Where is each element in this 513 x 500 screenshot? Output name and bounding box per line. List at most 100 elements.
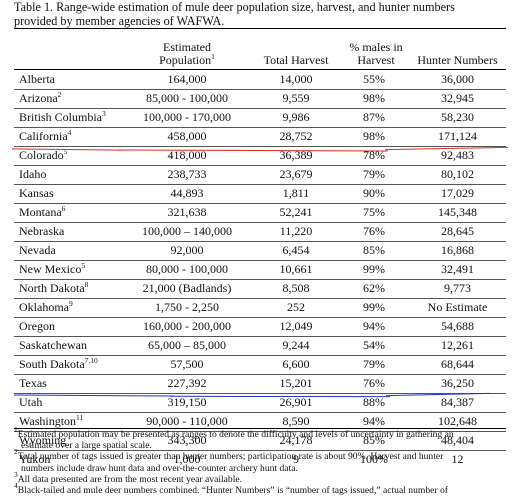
footnote-rule — [14, 428, 506, 429]
footnote-text: Estimated population may be presented as… — [17, 429, 454, 440]
jurisdiction-name: Saskatchewan — [19, 336, 87, 355]
jurisdiction-label: Texas — [19, 376, 47, 390]
percent-males-cell: 90% — [363, 186, 385, 200]
table-row: Idaho 238,733 23,679 79% 80,102 — [14, 165, 506, 184]
row-divider — [14, 336, 506, 337]
jurisdiction-label: Colorado — [19, 148, 64, 162]
table-row: Kansas 44,893 1,811 90% 17,029 — [14, 184, 506, 203]
jurisdiction-name: British Columbia3 — [19, 108, 106, 127]
footnote-continuation: estimate over a large spatial scale. — [21, 440, 152, 452]
header-rule — [14, 69, 506, 70]
harvest-cell: 6,454 — [282, 243, 310, 257]
footnote-text: Black-tailed and mule deer numbers combi… — [17, 485, 448, 497]
table-row: British Columbia3 100,000 - 170,000 9,986 8… — [14, 108, 506, 127]
table-row: Saskatchewan 65,000 – 85,000 9,244 54% 12,26… — [14, 336, 506, 355]
jurisdiction-name: Oregon — [19, 317, 55, 336]
jurisdiction-name: Texas — [19, 374, 47, 393]
table-caption: Table 1. Range-wide estimation of mule d… — [14, 0, 504, 28]
jurisdiction-name: Washington11 — [19, 412, 83, 431]
table-row: Arizona2 85,000 - 100,000 9,559 98% 32,945 — [14, 89, 506, 108]
jurisdiction-name: Nevada — [19, 241, 56, 260]
harvest-cell: 9,986 — [282, 110, 310, 124]
population-cell: 319,150 — [167, 395, 207, 409]
caption-line-1: Table 1. Range-wide estimation of mule d… — [14, 0, 455, 14]
population-cell: 65,000 – 85,000 — [148, 338, 226, 352]
row-divider — [14, 431, 506, 432]
jurisdiction-label: South Dakota — [19, 357, 85, 371]
percent-males-cell: 75% — [363, 205, 385, 219]
jurisdiction-label: Oklahoma — [19, 300, 69, 314]
hunters-cell: 36,250 — [441, 376, 474, 390]
jurisdiction-name: California4 — [19, 127, 71, 146]
harvest-cell: 12,049 — [279, 319, 313, 333]
hunters-cell: No Estimate — [427, 300, 488, 314]
footnote-ref: 3 — [102, 109, 106, 118]
header-males-line-2: Harvest — [357, 53, 395, 67]
table-row: New Mexico5 80,000 - 100,000 10,661 99% 32,4… — [14, 260, 506, 279]
footnote-number: 2 — [14, 447, 18, 457]
footnote-ref: 5 — [63, 147, 68, 156]
population-cell: 1,750 - 2,250 — [155, 300, 219, 314]
jurisdiction-name: Colorado5 — [19, 146, 67, 165]
harvest-cell: 6,600 — [282, 357, 310, 371]
population-cell: 100,000 – 140,000 — [142, 224, 232, 238]
footnote-ref: 2 — [57, 90, 62, 99]
harvest-cell: 9 — [293, 452, 299, 466]
percent-males-cell: 98% — [363, 91, 385, 105]
hunters-cell: 12,261 — [441, 338, 474, 352]
harvest-cell: 28,752 — [279, 129, 313, 143]
table-row: South Dakota7,10 57,500 6,600 79% 68,644 — [14, 355, 506, 374]
jurisdiction-label: California — [19, 129, 68, 143]
header-population-line-2: Population1 — [118, 53, 256, 67]
population-cell: 21,000 (Badlands) — [142, 281, 232, 295]
jurisdiction-name: South Dakota7,10 — [19, 355, 98, 374]
percent-males-cell: 62% — [363, 281, 385, 295]
footnote-number: 4 — [14, 481, 18, 491]
table-row: Nebraska 100,000 – 140,000 11,220 76% 28,645 — [14, 222, 506, 241]
harvest-cell: 10,661 — [279, 262, 313, 276]
jurisdiction-label: Idaho — [19, 167, 47, 181]
population-cell: 44,893 — [170, 186, 204, 200]
row-divider — [14, 298, 506, 299]
hunters-cell: 58,230 — [441, 110, 474, 124]
population-cell: 85,000 - 100,000 — [146, 91, 228, 105]
population-cell: 418,000 — [167, 148, 207, 162]
hunters-cell: 68,644 — [441, 357, 474, 371]
table-row: Utah 319,150 26,901 88% 84,387 — [14, 393, 506, 412]
percent-males-cell: 100% — [360, 452, 388, 466]
jurisdiction-label: Nevada — [19, 243, 56, 257]
harvest-cell: 36,389 — [279, 148, 313, 162]
hunters-cell: 102,648 — [438, 414, 477, 428]
jurisdiction-label: Saskatchewan — [19, 338, 87, 352]
harvest-cell: 11,220 — [279, 224, 313, 238]
row-divider — [14, 393, 506, 394]
percent-males-cell: 76% — [363, 376, 385, 390]
population-cell: 227,392 — [167, 376, 207, 390]
jurisdiction-name: Wyoming — [19, 431, 66, 450]
percent-males-cell: 85% — [363, 243, 385, 257]
jurisdiction-name: Utah — [19, 393, 42, 412]
footnote-ref: 4 — [67, 128, 72, 137]
table-row: Alberta 164,000 14,000 55% 36,000 — [14, 70, 506, 89]
footnote-ref: 8 — [84, 280, 89, 289]
jurisdiction-label: Nebraska — [19, 224, 65, 238]
header-harvest: Total Harvest — [263, 53, 329, 67]
hunters-cell: 80,102 — [441, 167, 474, 181]
footnote-line: 4Black-tailed and mule deer numbers comb… — [14, 482, 509, 497]
row-divider — [14, 146, 506, 147]
table-row: Washington11 90,000 - 110,000 8,590 94% 102,… — [14, 412, 506, 431]
population-cell: 321,638 — [167, 205, 207, 219]
table-row: North Dakota8 21,000 (Badlands) 8,508 62% 9,… — [14, 279, 506, 298]
jurisdiction-label: New Mexico — [19, 262, 82, 276]
header-males: % males in Harvest — [326, 41, 426, 67]
jurisdiction-label: Montana — [19, 205, 62, 219]
percent-males-cell: 98% — [363, 129, 385, 143]
footnote-line: 3All data presented are from the most re… — [14, 471, 509, 485]
row-divider — [14, 165, 506, 166]
footnote-line: 1Estimated population may be presented a… — [14, 426, 509, 440]
row-divider — [14, 355, 506, 356]
harvest-cell: 23,679 — [279, 167, 313, 181]
harvest-cell: 252 — [287, 300, 305, 314]
percent-males-cell: 79% — [363, 167, 385, 181]
